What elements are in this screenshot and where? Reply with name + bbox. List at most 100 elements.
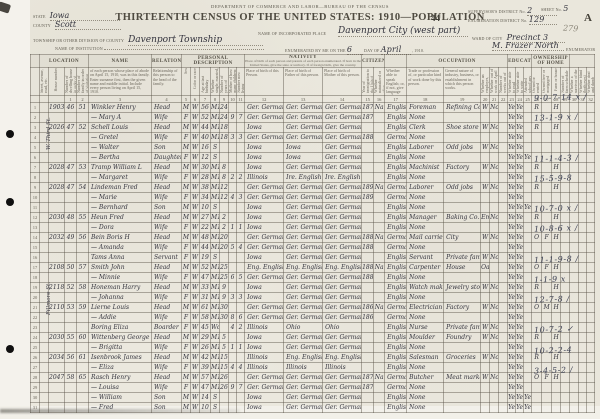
column-header-free_mortgage: Owned free or mortgaged: [541, 67, 553, 97]
cell-language: English: [384, 262, 408, 274]
cell-immigration_year: [361, 202, 375, 214]
column-group-occupation: OCCUPATION: [406, 53, 509, 69]
cell-children_living: 3: [235, 292, 246, 304]
cell-veteran: [569, 232, 580, 244]
cell-birthplace: Ger. German: [244, 192, 285, 204]
cell-marital: M1: [210, 162, 220, 174]
cell-write: Yes: [515, 282, 525, 294]
column-header-deaf: Whether deaf and dumb: [586, 67, 596, 97]
cell-language: English: [384, 252, 408, 264]
cell-house: [48, 392, 65, 404]
cell-yrs_married: 12: [219, 192, 229, 204]
cell-marital: S: [210, 152, 220, 164]
cell-age: 45: [199, 322, 211, 334]
cell-father_birthplace: Ger. German: [283, 232, 324, 244]
cell-yrs_married: [219, 392, 229, 404]
cell-naturalized: [373, 292, 386, 304]
cell-out_of_work: [489, 262, 500, 274]
cell-farm_schedule: [560, 242, 571, 254]
cell-yrs_married: 24: [219, 112, 229, 124]
cell-mother_birthplace: Ger. German: [322, 242, 363, 254]
cell-dwelling: [64, 362, 77, 374]
pencil-annotation: 11-1-9-8 ∕: [533, 253, 579, 265]
cell-employer_class: Emp: [480, 212, 491, 224]
cell-write: Yes: [515, 152, 525, 164]
table-row: 11— Bernhard Son M W 10 S Iowa Ger. German Ger. …: [30, 202, 596, 214]
cell-deaf: [586, 232, 596, 244]
cell-language: English: [384, 352, 408, 364]
cell-free_mortgage: [541, 382, 553, 394]
cell-father_birthplace: Ger. German: [283, 112, 324, 124]
cell-name: Smith John: [88, 262, 152, 274]
cell-language: English: [384, 142, 408, 154]
cell-relation: Head: [151, 212, 182, 224]
cell-age: 30: [199, 162, 211, 174]
cell-industry: [443, 272, 482, 284]
cell-own_rent: [531, 132, 543, 144]
cell-blind: [578, 232, 588, 244]
cell-read: Yes: [507, 322, 517, 334]
cell-sex: F: [181, 272, 191, 284]
cell-industry: Foundry: [443, 332, 482, 344]
cell-name: — Louisa: [88, 382, 152, 394]
cell-farm_house: [551, 192, 562, 204]
cell-relation: Head: [151, 102, 182, 114]
cell-weeks_out: [498, 332, 509, 344]
cell-industry: [443, 402, 482, 414]
cell-birthplace: Iowa: [244, 162, 285, 174]
column-header-school: Attended school any time since Sept. 1, …: [523, 67, 533, 97]
cell-sex: M: [181, 122, 191, 134]
cell-color: W: [190, 322, 200, 334]
cell-children_living: 2: [235, 322, 246, 334]
cell-marital: M1: [210, 222, 220, 234]
cell-read: Yes: [507, 352, 517, 364]
cell-color: W: [190, 382, 200, 394]
cell-read: Yes: [507, 392, 517, 404]
cell-yrs_married: 2: [219, 212, 229, 224]
cell-out_of_work: [489, 222, 500, 234]
cell-free_mortgage: [541, 182, 553, 194]
column-group-ownership-of-home: OWNERSHIP OF HOME: [531, 53, 571, 69]
cell-yrs_married: 26: [219, 372, 229, 384]
cell-naturalized: [373, 272, 386, 284]
cell-language: English: [384, 162, 408, 174]
cell-industry: [443, 222, 482, 234]
table-row: 8— MargaretWifeFW28M1822IllinoisIre. Eng…: [30, 172, 596, 184]
cell-blind: [578, 322, 588, 334]
cell-age: 52: [199, 262, 211, 274]
cell-family: 56: [76, 232, 89, 244]
cell-street: [39, 362, 49, 374]
cell-family: [76, 242, 89, 254]
cell-immigration_year: 1879: [361, 382, 375, 394]
cell-blind: [578, 372, 588, 384]
cell-mother_birthplace: Ger. German: [322, 252, 363, 264]
cell-yrs_married: [219, 252, 229, 264]
cell-farm_schedule: [560, 142, 571, 154]
cell-weeks_out: [498, 102, 509, 114]
column-header-farm_schedule: Number of farm schedule: [560, 67, 571, 97]
cell-blind: [578, 282, 588, 294]
cell-out_of_work: [489, 362, 500, 374]
pencil-note: 279: [562, 23, 579, 34]
cell-children_born: 9: [228, 112, 237, 124]
institution-label: NAME OF INSTITUTION: [55, 46, 103, 51]
cell-school: [523, 332, 533, 344]
cell-write: Yes: [515, 222, 525, 234]
cell-yrs_married: 30: [219, 302, 229, 314]
cell-street: [39, 372, 49, 384]
sheet-letter: A: [584, 12, 592, 24]
cell-free_mortgage: [541, 402, 553, 414]
cell-mother_birthplace: Ger. German: [322, 152, 363, 164]
cell-immigration_year: [361, 152, 375, 164]
column-number-dwelling: 1: [64, 95, 77, 104]
cell-sex: F: [181, 112, 191, 124]
cell-children_living: 7: [235, 112, 246, 124]
cell-language: German: [384, 192, 408, 204]
cell-occupation: Laborer: [406, 182, 445, 194]
cell-relation: Wife: [151, 312, 182, 324]
cell-house: [48, 252, 65, 264]
cell-color: W: [190, 392, 200, 404]
